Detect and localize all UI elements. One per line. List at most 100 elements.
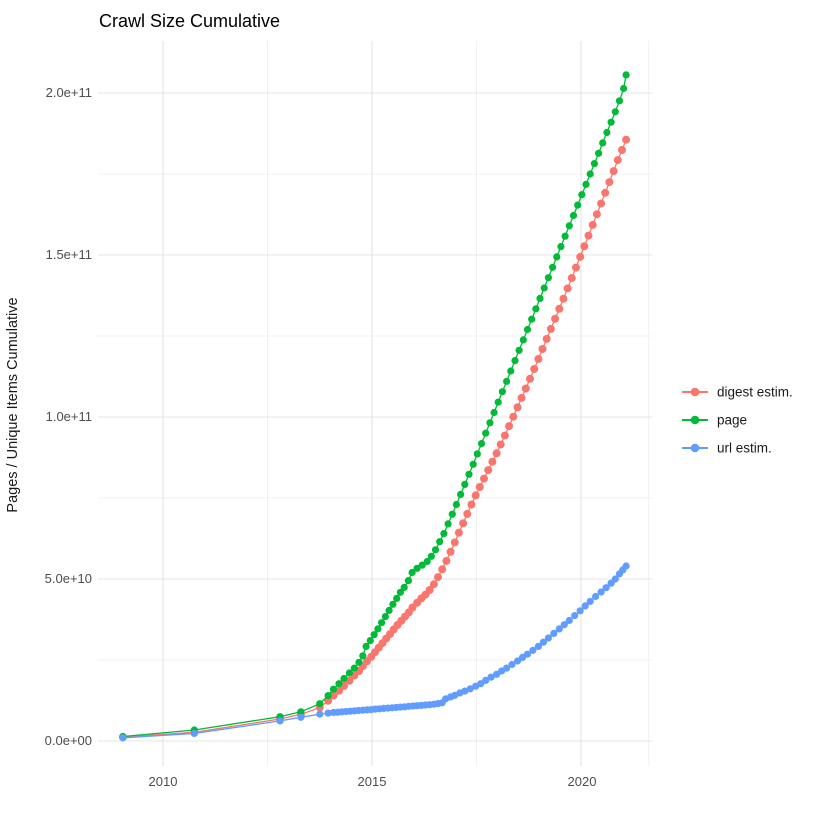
- data-point: [431, 546, 440, 554]
- data-point: [471, 491, 480, 500]
- data-point: [517, 393, 526, 402]
- data-point: [544, 274, 553, 282]
- data-point: [507, 367, 515, 375]
- data-point: [574, 201, 582, 209]
- data-point: [418, 561, 426, 569]
- series-url-estim-: [119, 562, 630, 742]
- data-point: [503, 664, 511, 672]
- data-point: [588, 220, 597, 229]
- data-point: [553, 253, 561, 261]
- data-point: [530, 365, 539, 373]
- data-point: [492, 449, 501, 458]
- data-point: [620, 84, 628, 93]
- data-point: [457, 490, 465, 498]
- data-point: [586, 597, 594, 606]
- y-tick-label: 5.0e+10: [45, 571, 92, 586]
- data-point: [119, 734, 127, 742]
- data-point: [469, 460, 477, 468]
- data-point: [477, 440, 486, 448]
- data-point: [498, 388, 506, 396]
- data-point: [597, 588, 605, 596]
- data-point: [555, 304, 564, 313]
- legend-key-dot: [690, 443, 700, 453]
- data-point: [528, 315, 536, 323]
- data-point: [427, 552, 435, 560]
- legend-key-dot: [690, 387, 700, 397]
- data-point: [576, 252, 585, 261]
- data-point: [400, 583, 408, 592]
- data-point: [529, 646, 537, 654]
- data-point: [459, 519, 468, 528]
- data-point: [389, 600, 397, 608]
- data-point: [519, 336, 527, 344]
- data-point: [335, 680, 343, 688]
- data-point: [565, 222, 573, 230]
- data-point: [534, 355, 543, 363]
- data-point: [385, 606, 393, 615]
- data-point: [396, 588, 404, 596]
- data-point: [526, 374, 534, 383]
- data-point: [359, 652, 367, 660]
- data-point: [473, 450, 481, 458]
- data-point: [461, 687, 469, 695]
- data-point: [324, 709, 332, 717]
- data-point: [444, 520, 452, 528]
- data-point: [581, 602, 589, 610]
- data-point: [622, 71, 630, 79]
- data-point: [475, 483, 484, 491]
- data-point: [605, 178, 614, 187]
- gridlines: [98, 41, 652, 766]
- data-point: [452, 500, 460, 509]
- y-axis-ticks: 0.0e+00 5.0e+10 1.0e+11 1.5e+11 2.0e+11: [45, 85, 92, 748]
- data-point: [434, 573, 442, 582]
- data-point: [297, 708, 305, 716]
- data-point: [603, 128, 611, 137]
- data-point: [540, 284, 548, 292]
- series-line: [122, 139, 627, 738]
- data-point: [584, 231, 593, 240]
- data-point: [601, 188, 610, 197]
- data-point: [486, 419, 494, 427]
- data-point: [515, 346, 523, 354]
- y-tick-label: 2.0e+11: [46, 85, 92, 100]
- data-point: [408, 568, 416, 577]
- y-tick-label: 1.0e+11: [46, 409, 92, 424]
- data-point: [578, 191, 586, 199]
- data-point: [538, 345, 547, 353]
- data-point: [508, 660, 516, 669]
- data-point: [484, 466, 493, 475]
- data-point: [618, 146, 626, 154]
- data-point: [374, 625, 382, 633]
- data-point: [494, 398, 502, 406]
- data-point: [586, 170, 594, 178]
- data-point: [565, 616, 573, 625]
- data-point: [480, 474, 488, 483]
- data-point: [370, 631, 378, 639]
- data-point: [595, 149, 603, 157]
- data-point: [467, 500, 476, 509]
- data-point: [551, 314, 560, 323]
- data-point: [532, 305, 540, 313]
- data-point: [487, 673, 495, 681]
- legend-entry-url: url estim.: [682, 441, 772, 456]
- data-point: [324, 692, 332, 700]
- series-digest-estim-: [118, 135, 631, 742]
- data-point: [536, 294, 544, 302]
- data-point: [513, 403, 522, 412]
- data-point: [505, 422, 514, 431]
- data-point: [340, 674, 348, 683]
- legend-key-dot: [690, 415, 700, 425]
- data-point: [350, 664, 358, 672]
- data-point: [482, 676, 490, 685]
- data-point: [550, 629, 558, 638]
- data-point: [436, 538, 444, 546]
- data-point: [461, 480, 469, 488]
- x-tick-label: 2010: [149, 774, 178, 789]
- data-point: [511, 357, 519, 365]
- data-point: [609, 167, 618, 176]
- data-point: [378, 619, 386, 627]
- legend-label: digest estim.: [717, 385, 793, 400]
- data-point: [559, 294, 568, 303]
- data-point: [611, 575, 619, 583]
